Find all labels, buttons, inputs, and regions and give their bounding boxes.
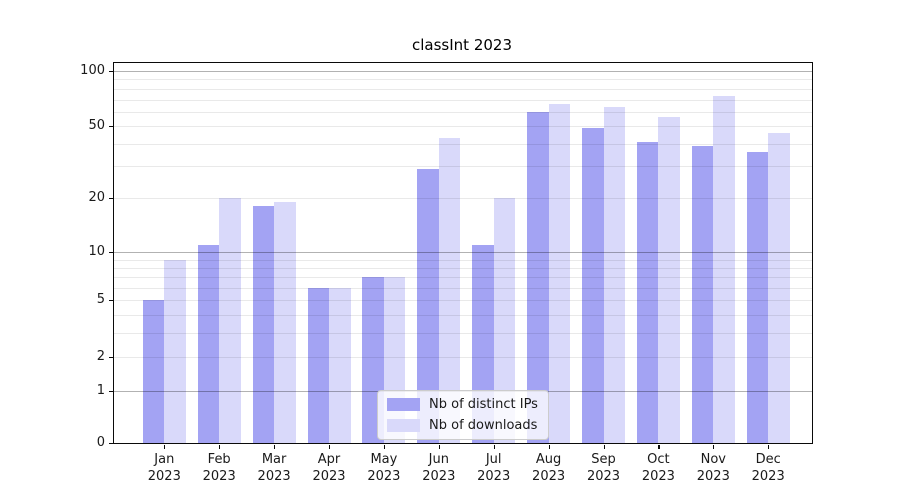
x-tick-mark-sep xyxy=(603,444,605,449)
bar-downloads-jun xyxy=(438,138,461,443)
x-tick-label-jun: Jun 2023 xyxy=(422,452,456,484)
bar-downloads-nov xyxy=(713,96,735,443)
bar-downloads-mar xyxy=(274,201,296,443)
y-tick-label-5: 5 xyxy=(96,291,105,307)
bars-layer xyxy=(114,63,812,443)
x-tick-mark-apr xyxy=(329,444,331,449)
legend-label-distinct-ips: Nb of distinct IPs xyxy=(429,397,538,412)
x-tick-label-jan: Jan 2023 xyxy=(147,452,181,484)
plot-area: 0 1 2 5 10 20 50 100 Jan 2023 Feb 2023 Mar 2023 Ap… xyxy=(80,62,813,484)
x-tick-label-jul: Jul 2023 xyxy=(477,452,511,484)
bar-distinct-ips-dec xyxy=(746,152,769,443)
y-tick-mark-5 xyxy=(108,299,113,301)
legend-label-downloads: Nb of downloads xyxy=(429,418,538,433)
legend-box: Nb of distinct IPs Nb of downloads xyxy=(377,390,549,440)
bar-downloads-apr xyxy=(329,287,351,443)
bar-distinct-ips-feb xyxy=(197,244,220,443)
legend-entry-downloads: Nb of downloads xyxy=(387,418,538,433)
y-tick-label-50: 50 xyxy=(88,118,105,134)
x-tick-mark-nov xyxy=(713,444,715,449)
bar-distinct-ips-mar xyxy=(252,206,275,443)
bar-downloads-jan xyxy=(164,259,186,443)
bar-downloads-oct xyxy=(658,117,680,443)
x-tick-mark-aug xyxy=(548,444,550,449)
x-tick-label-feb: Feb 2023 xyxy=(202,452,236,484)
x-tick-mark-feb xyxy=(219,444,221,449)
x-tick-mark-jan xyxy=(164,444,166,449)
y-tick-mark-50 xyxy=(108,126,113,128)
bar-distinct-ips-nov xyxy=(691,145,714,443)
legend-entry-distinct-ips: Nb of distinct IPs xyxy=(387,397,538,412)
x-tick-mark-oct xyxy=(658,444,660,449)
x-tick-label-oct: Oct 2023 xyxy=(641,452,675,484)
y-tick-label-2: 2 xyxy=(96,348,105,364)
x-tick-label-dec: Dec 2023 xyxy=(751,452,785,484)
x-tick-mark-dec xyxy=(768,444,770,449)
x-tick-label-sep: Sep 2023 xyxy=(586,452,621,484)
x-tick-label-may: May 2023 xyxy=(367,452,401,484)
legend-swatch-distinct-ips xyxy=(387,398,420,411)
bar-distinct-ips-apr xyxy=(307,287,329,443)
y-tick-label-100: 100 xyxy=(80,63,105,78)
chart-title: classInt 2023 xyxy=(412,36,512,54)
bar-distinct-ips-jun xyxy=(417,169,439,443)
bar-downloads-dec xyxy=(768,132,790,443)
y-tick-label-20: 20 xyxy=(88,189,105,205)
y-tick-mark-10 xyxy=(108,252,113,254)
x-tick-mark-jul xyxy=(493,444,495,449)
bar-distinct-ips-sep xyxy=(582,127,604,443)
bar-distinct-ips-jan xyxy=(142,299,165,443)
x-tick-label-aug: Aug 2023 xyxy=(532,452,566,484)
y-tick-label-0: 0 xyxy=(96,435,105,450)
bar-downloads-aug xyxy=(548,104,571,443)
y-tick-label-1: 1 xyxy=(96,382,105,398)
y-tick-label-10: 10 xyxy=(88,244,105,259)
y-tick-mark-100 xyxy=(108,71,113,73)
y-tick-mark-2 xyxy=(108,356,113,358)
bar-downloads-feb xyxy=(219,197,241,443)
x-tick-label-apr: Apr 2023 xyxy=(312,452,346,484)
bar-distinct-ips-aug xyxy=(527,111,549,443)
x-tick-label-nov: Nov 2023 xyxy=(696,452,730,484)
bar-distinct-ips-oct xyxy=(636,141,659,443)
x-tick-mark-may xyxy=(383,444,386,449)
x-tick-mark-jun xyxy=(438,444,440,449)
bar-downloads-jul xyxy=(493,197,516,443)
bar-downloads-sep xyxy=(603,106,625,443)
y-tick-mark-20 xyxy=(108,197,113,199)
y-tick-mark-1 xyxy=(108,390,113,392)
x-tick-mark-mar xyxy=(274,444,276,449)
legend-swatch-downloads xyxy=(387,419,420,432)
y-tick-mark-0 xyxy=(108,443,113,445)
x-tick-label-mar: Mar 2023 xyxy=(257,452,291,484)
